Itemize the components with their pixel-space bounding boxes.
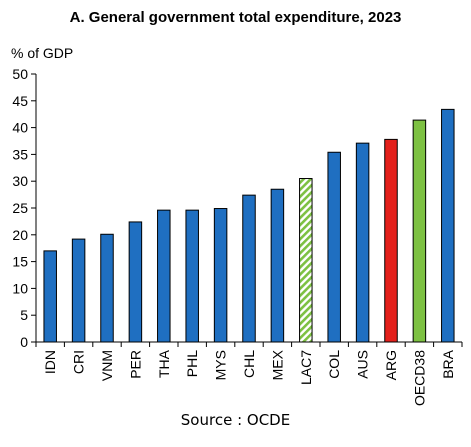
bar-col	[327, 151, 341, 343]
bar-mys	[213, 208, 228, 343]
x-tick-label: AUS	[355, 350, 371, 379]
x-tick-label: OECD38	[411, 350, 427, 406]
y-tick-label: 35	[12, 146, 28, 162]
bars	[43, 108, 455, 343]
x-tick-label: PER	[127, 350, 143, 379]
y-tick-label: 45	[12, 93, 28, 109]
x-tick-label: MEX	[269, 349, 285, 380]
y-tick-label: 50	[12, 66, 28, 82]
y-tick-label: 10	[12, 280, 28, 296]
x-axis: IDN CRI VNM PER THA PHL MYS CHL MEX LAC7 COL AUS ARG…	[35, 341, 463, 406]
x-tick-label: VNM	[99, 350, 115, 381]
x-tick-label: THA	[156, 349, 172, 378]
y-tick-label: 30	[12, 173, 28, 189]
y-tick-label: 5	[20, 307, 28, 323]
x-tick-label: IDN	[42, 350, 58, 374]
x-tick-label: ARG	[383, 350, 399, 380]
x-tick-label: MYS	[213, 350, 229, 380]
y-tick-label: 0	[20, 334, 28, 350]
y-axis: 0 5 10 15 20 25 30 35 40 45 50	[12, 66, 37, 350]
y-tick-label: 25	[12, 200, 28, 216]
y-tick-label: 20	[12, 227, 28, 243]
bar-oecd38	[412, 119, 427, 343]
bar-vnm	[100, 233, 114, 343]
bar-idn	[43, 250, 57, 343]
bar-per	[128, 221, 143, 343]
source-note: Source : OCDE	[180, 411, 291, 429]
y-tick-label: 15	[12, 254, 28, 270]
x-tick-label: PHL	[184, 350, 200, 377]
bar-phl	[185, 209, 199, 343]
bar-arg	[384, 138, 398, 343]
bar-lac7	[299, 178, 313, 343]
x-tick-label: COL	[326, 350, 342, 379]
x-tick-label: CHL	[241, 350, 257, 378]
bar-cri	[71, 238, 86, 343]
y-tick-label: 40	[12, 120, 28, 136]
bar-chl	[242, 194, 256, 343]
bar-mex	[270, 188, 285, 343]
x-tick-label: CRI	[71, 350, 87, 374]
bar-aus	[355, 142, 370, 343]
chart-title: A. General government total expenditure,…	[69, 9, 402, 26]
y-axis-label: % of GDP	[11, 45, 73, 61]
x-tick-label: LAC7	[298, 350, 314, 385]
bar-bra	[441, 108, 455, 343]
x-tick-label: BRA	[440, 349, 456, 378]
bar-tha	[157, 209, 171, 343]
